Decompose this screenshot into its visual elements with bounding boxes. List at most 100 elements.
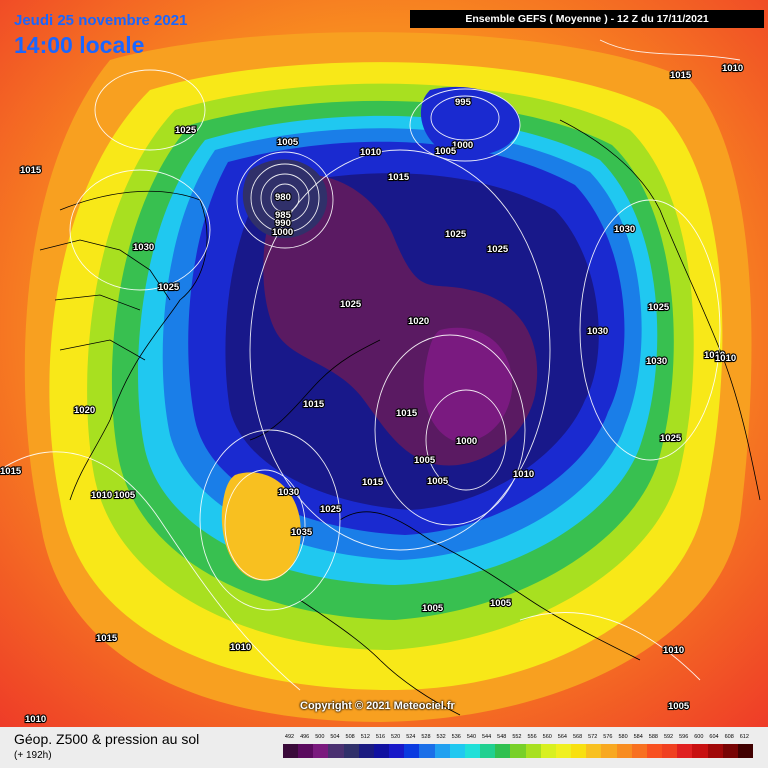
scale-tick-label: 496 [300,734,310,740]
scale-swatch [389,744,405,758]
scale-swatch [283,744,299,758]
pressure-label: 1010 [513,469,534,480]
scale-tick-label: 560 [542,734,552,740]
scale-swatch [571,744,587,758]
pressure-label: 1010 [722,63,743,74]
color-scale-bar [283,744,754,758]
pressure-label: 1005 [490,598,512,609]
pressure-labels: 1015 1010 1025 1015 1005 1010 995 1000 1… [0,62,768,726]
pressure-label: 1005 [427,476,449,487]
scale-tick-label: 612 [739,734,749,740]
scale-swatch [707,744,724,758]
scale-tick-label: 568 [572,734,583,740]
scale-tick-label: 564 [557,734,567,740]
pressure-label: 1010 [91,490,112,501]
scale-swatch [480,744,496,758]
scale-tick-label: 508 [345,734,355,740]
scale-tick-label: 516 [375,734,386,740]
scale-swatch [419,744,436,758]
scale-swatch [358,744,375,758]
scale-swatch [737,744,754,758]
pressure-label: 1015 [96,633,118,644]
scale-tick-label: 540 [466,734,477,740]
pressure-label: 1000 [452,140,473,151]
pressure-label: 1020 [408,316,429,327]
scale-swatch [662,744,678,758]
pressure-label: 1025 [340,299,362,310]
pressure-label: 1010 [704,350,725,361]
scale-tick-label: 588 [648,734,658,740]
scale-swatch [298,744,314,758]
pressure-label: 1025 [487,244,509,255]
pressure-label: 1025 [320,504,342,515]
scale-tick-label: 552 [512,734,522,740]
pressure-label: 1030 [133,242,154,253]
scale-tick-label: 532 [436,734,446,740]
scale-swatch [449,744,466,758]
scale-tick-label: 544 [482,734,492,740]
forecast-time: 14:00 locale [14,32,145,58]
pressure-label: 1015 [396,408,418,419]
scale-tick-label: 584 [633,734,643,740]
scale-swatch [616,744,633,758]
pressure-label: 1000 [456,436,477,447]
pressure-label: 1015 [670,70,692,81]
pressure-label: 1010 [663,645,684,656]
band-pacific-blue [420,86,521,156]
pressure-label: 1010 [25,714,46,725]
forecast-date: Jeudi 25 novembre 2021 [14,12,188,29]
pressure-label: 1030 [587,326,608,337]
pressure-label: 1025 [175,125,197,136]
pressure-label: 1000 [272,227,293,238]
pressure-label: 1005 [414,455,436,466]
geopotential-map: 1015 1010 1025 1015 1005 1010 995 1000 1… [0,0,768,727]
pressure-label: 1010 [715,353,736,364]
pressure-label: 990 [275,218,291,229]
isobars [0,39,741,691]
scale-tick-label: 576 [603,734,613,740]
pressure-label: 1025 [660,433,682,444]
pressure-label: 1035 [291,527,313,538]
copyright-notice: Copyright © 2021 Meteociel.fr [300,700,455,712]
scale-tick-label: 596 [679,734,689,740]
scale-swatch [525,744,542,758]
scale-swatch [677,744,693,758]
scale-swatch [373,744,390,758]
band-atlantic-ridge [221,472,301,581]
pressure-label: 1015 [388,172,410,183]
pressure-label: 1025 [445,229,467,240]
scale-tick-label: 504 [330,734,340,740]
pressure-label: 1005 [668,701,690,712]
pressure-label: 1030 [646,356,667,367]
scale-tick-label: 524 [406,734,416,740]
band-cutoff-low [242,159,328,239]
scale-tick-label: 512 [360,734,370,740]
scale-swatch [495,744,511,758]
pressure-label: 1025 [648,302,670,313]
scale-swatch [313,744,329,758]
pressure-label: 1030 [278,487,299,498]
scale-tick-label: 556 [527,734,537,740]
scale-tick-label: 608 [724,734,734,740]
scale-tick-label: 536 [451,734,461,740]
scale-tick-label: 580 [618,734,628,740]
scale-swatch [555,744,572,758]
pressure-label: 980 [275,192,291,203]
scale-swatch [722,744,739,758]
pressure-label: 1010 [230,642,251,653]
scale-swatch [586,744,602,758]
pressure-label: 1025 [158,282,180,293]
scale-tick-label: 604 [709,734,719,740]
scale-swatch [510,744,527,758]
band-purple-2 [423,327,513,442]
scale-swatch [404,744,420,758]
pressure-label: 1015 [20,165,42,176]
scale-tick-label: 528 [421,734,431,740]
scale-swatch [328,744,345,758]
scale-swatch [434,744,451,758]
pressure-label: 1005 [114,490,136,501]
pressure-label: 995 [455,97,472,108]
legend-subtitle: (+ 192h) [14,750,52,761]
scale-swatch [540,744,557,758]
pressure-label: 1005 [422,603,444,614]
